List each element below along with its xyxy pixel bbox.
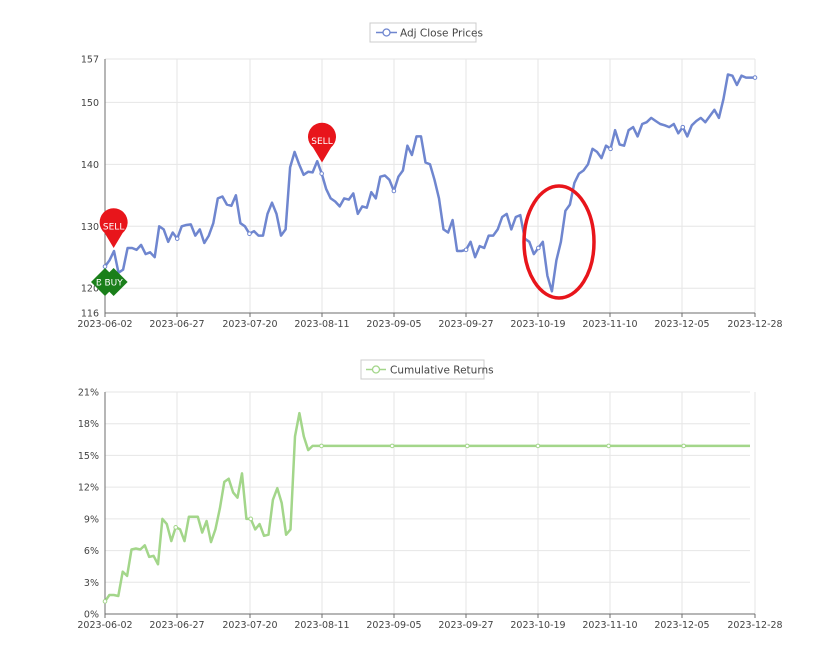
price-x-tick-label: 2023-07-20	[222, 319, 277, 330]
price-series-point[interactable]	[463, 247, 469, 253]
price-y-tick-label: 116	[81, 309, 99, 320]
price-y-tick-label: 140	[81, 160, 99, 171]
price-series-point[interactable]	[536, 245, 541, 251]
buy-marker[interactable]: BUY	[99, 268, 128, 297]
price-y-tick-label: 120	[81, 284, 99, 295]
price-y-tick-label: 150	[81, 98, 99, 109]
returns-x-tick-label: 2023-11-10	[582, 620, 637, 631]
returns-x-tick-label: 2023-10-19	[510, 620, 565, 631]
returns-x-tick-label: 2023-12-05	[654, 620, 709, 631]
price-x-tick-label: 2023-08-11	[294, 319, 349, 330]
returns-y-tick-label: 0%	[84, 610, 99, 621]
price-series-point[interactable]	[102, 264, 108, 269]
returns-series-point[interactable]	[248, 516, 254, 522]
returns-legend[interactable]: Cumulative Returns	[360, 359, 494, 380]
price-x-tick-label: 2023-09-05	[366, 319, 421, 330]
price-chart: 116 120 130 140 150 157 2023-06-02 2023-06-27 20…	[77, 55, 782, 331]
sell-marker-label: SELL	[311, 137, 332, 147]
returns-series-point[interactable]	[319, 443, 324, 449]
returns-y-tick-label: 15%	[78, 451, 99, 462]
returns-y-tick-label: 6%	[84, 546, 99, 557]
sell-marker[interactable]: SELL	[99, 208, 128, 248]
price-series-point[interactable]	[319, 171, 324, 176]
returns-y-tick-label: 9%	[84, 514, 99, 525]
price-series-point[interactable]	[391, 188, 397, 194]
price-legend[interactable]: Adj Close Prices	[369, 22, 483, 43]
returns-x-tick-label: 2023-07-20	[222, 620, 277, 631]
sell-pin-shape	[99, 208, 128, 248]
returns-legend-label: Cumulative Returns	[390, 365, 494, 377]
returns-chart: 0% 3% 6% 9% 12% 15% 18% 21% 2023-06-02 2023-06-27…	[77, 388, 782, 632]
returns-series-line[interactable]	[103, 411, 750, 603]
price-y-tick-label: 130	[81, 222, 99, 233]
price-x-tick-label: 2023-09-27	[438, 319, 493, 330]
returns-x-tick-label: 2023-09-27	[438, 620, 493, 631]
price-x-tick-label: 2023-12-28	[727, 319, 782, 330]
sell-marker[interactable]: SELL	[307, 122, 336, 163]
buy-diamond-shape	[99, 268, 128, 297]
returns-y-tick-label: 3%	[84, 578, 99, 589]
price-series-point[interactable]	[174, 236, 180, 241]
returns-x-tick-label: 2023-12-28	[727, 620, 782, 631]
returns-y-tick-label: 21%	[78, 388, 99, 399]
price-series-line[interactable]	[103, 73, 755, 293]
returns-series-point[interactable]	[464, 443, 470, 449]
returns-y-tick-label: 12%	[78, 483, 99, 494]
returns-series-point[interactable]	[102, 599, 108, 604]
returns-x-tick-label: 2023-09-05	[366, 620, 421, 631]
price-x-tick-label: 2023-11-10	[582, 319, 637, 330]
price-x-tick-label: 2023-12-05	[654, 319, 709, 330]
returns-series-point[interactable]	[535, 443, 541, 449]
price-y-tick-label: 157	[81, 55, 99, 66]
returns-series-point[interactable]	[173, 525, 178, 530]
price-x-tick-label: 2023-10-19	[510, 319, 565, 330]
price-x-tick-label: 2023-06-02	[77, 319, 132, 330]
buy-marker-label: BUY	[105, 279, 124, 289]
sell-pin-shape	[307, 122, 336, 163]
returns-series-point[interactable]	[681, 443, 687, 449]
returns-x-tick-label: 2023-06-02	[77, 620, 132, 631]
returns-x-tick-label: 2023-06-27	[149, 620, 204, 631]
price-series-point[interactable]	[680, 124, 686, 130]
price-series-point[interactable]	[247, 231, 252, 237]
price-series-point[interactable]	[752, 75, 758, 80]
returns-x-tick-label: 2023-08-11	[294, 620, 349, 631]
highlight-ellipse	[522, 184, 596, 300]
returns-series-point[interactable]	[389, 443, 395, 449]
price-x-tick-label: 2023-06-27	[149, 319, 204, 330]
price-legend-label: Adj Close Prices	[400, 28, 483, 40]
sell-marker-label: SELL	[103, 222, 124, 232]
price-series-point[interactable]	[608, 146, 613, 152]
returns-y-tick-label: 18%	[78, 419, 99, 430]
returns-series-point[interactable]	[606, 443, 611, 449]
